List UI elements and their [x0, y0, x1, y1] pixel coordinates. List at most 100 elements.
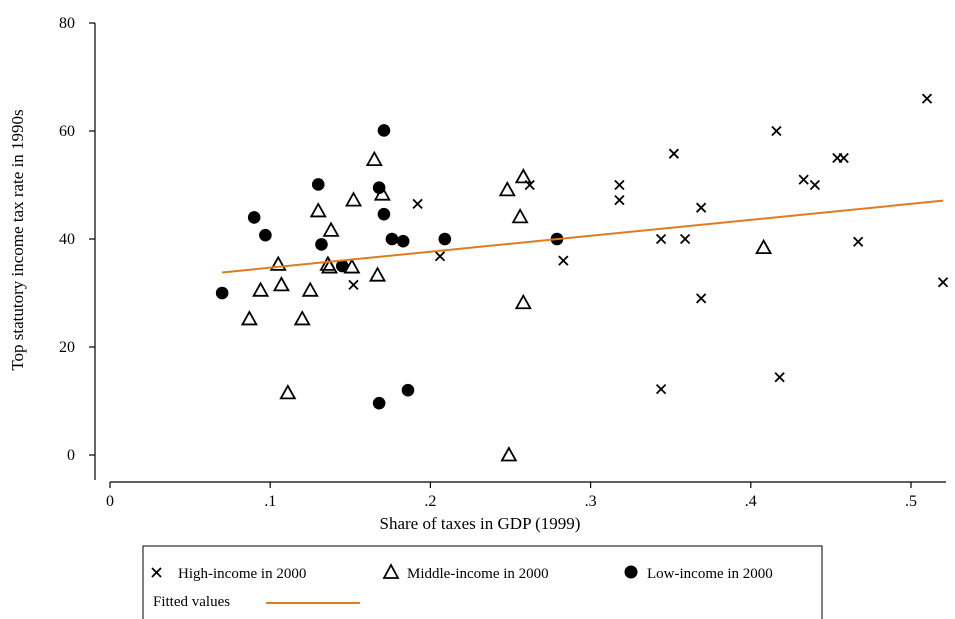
point-high-income — [614, 194, 625, 206]
point-high-income — [558, 255, 569, 266]
x-tick-label: .4 — [745, 493, 757, 510]
fitted-values-line — [222, 199, 944, 274]
point-middle-income — [279, 384, 297, 400]
x-tick-label: 0 — [106, 493, 114, 510]
point-high-income — [771, 125, 782, 137]
x-marker-stroke — [798, 174, 809, 185]
legend-label-fitted-values: Fitted values — [153, 594, 230, 610]
point-low-income — [401, 383, 415, 397]
x-marker-stroke — [696, 202, 707, 213]
point-high-income — [838, 152, 849, 164]
point-low-income — [215, 286, 229, 300]
point-low-income — [377, 124, 391, 137]
point-high-income — [852, 236, 864, 247]
point-low-income — [377, 207, 391, 221]
x-marker-stroke — [434, 251, 446, 262]
x-axis-title: Share of taxes in GDP (1999) — [380, 514, 581, 533]
point-high-income — [696, 202, 707, 213]
point-low-income — [247, 211, 261, 224]
y-tick-label: 80 — [59, 15, 75, 32]
point-middle-income — [272, 276, 290, 292]
point-middle-income — [293, 310, 311, 326]
point-high-income — [921, 93, 933, 104]
legend-border — [142, 545, 823, 619]
x-marker-stroke — [614, 179, 625, 191]
point-high-income — [696, 293, 707, 304]
y-tick-label: 20 — [59, 339, 75, 356]
y-axis-title: Top statutory income tax rate in 1990s — [8, 109, 27, 370]
point-high-income — [655, 383, 667, 395]
legend-label-middle-income: Middle-income in 2000 — [407, 566, 549, 582]
point-low-income — [438, 232, 452, 246]
legend-label-low-income: Low-income in 2000 — [647, 566, 773, 582]
x-marker-stroke — [668, 148, 680, 159]
x-marker-stroke — [655, 383, 667, 395]
point-high-income — [348, 279, 359, 291]
x-marker-stroke — [558, 255, 569, 266]
x-marker-stroke — [696, 293, 707, 304]
x-marker-stroke — [655, 233, 667, 245]
point-low-income — [335, 259, 349, 273]
point-high-income — [798, 174, 809, 185]
x-axis-ticks: 0 .1 .2 .3 .4 .5 — [106, 482, 917, 510]
point-middle-income — [365, 150, 383, 167]
legend-marker-low-income — [624, 565, 638, 579]
point-middle-income — [755, 238, 773, 255]
x-marker-stroke — [614, 194, 625, 206]
point-low-income — [259, 228, 272, 242]
x-marker-stroke — [852, 236, 864, 247]
x-marker-stroke — [774, 372, 785, 383]
point-middle-income — [500, 446, 518, 462]
point-middle-income — [514, 293, 532, 310]
x-marker-stroke — [809, 179, 821, 191]
point-low-income — [315, 238, 328, 251]
x-marker-stroke — [348, 279, 359, 291]
point-high-income — [809, 179, 821, 191]
x-tick-label: .1 — [264, 493, 276, 510]
point-low-income — [372, 396, 386, 410]
y-tick-label: 60 — [59, 123, 75, 140]
point-middle-income — [320, 258, 339, 274]
x-marker-stroke — [921, 93, 933, 104]
point-middle-income — [511, 208, 529, 224]
point-high-income — [412, 198, 423, 210]
x-marker-stroke — [412, 198, 423, 210]
x-tick-label: .5 — [905, 493, 917, 510]
legend: High-income in 2000 Middle-income in 200… — [142, 545, 823, 619]
plot-area — [215, 93, 949, 462]
point-high-income — [655, 233, 667, 245]
point-middle-income — [344, 191, 363, 207]
point-middle-income — [240, 310, 258, 326]
point-high-income — [614, 179, 625, 191]
point-low-income — [372, 181, 386, 194]
point-middle-income — [368, 266, 387, 282]
point-middle-income — [498, 181, 516, 197]
legend-marker-middle-income — [382, 563, 400, 579]
x-marker-stroke — [937, 277, 949, 288]
point-middle-income — [301, 281, 319, 297]
point-middle-income — [514, 168, 532, 184]
legend-marker-high-income — [151, 567, 162, 578]
point-low-income — [385, 232, 399, 246]
legend-label-high-income: High-income in 2000 — [178, 566, 306, 582]
point-high-income — [679, 233, 691, 245]
x-marker-stroke — [679, 233, 691, 245]
point-low-income — [396, 234, 410, 248]
y-tick-label: 40 — [59, 231, 75, 248]
point-low-income — [311, 178, 325, 191]
y-tick-label: 0 — [67, 447, 75, 464]
x-marker-stroke — [771, 125, 782, 137]
y-axis-ticks: 0 20 40 60 80 — [59, 15, 95, 464]
point-high-income — [937, 277, 949, 288]
point-high-income — [434, 251, 446, 262]
x-marker-stroke — [838, 152, 849, 164]
point-high-income — [774, 372, 785, 383]
point-middle-income — [269, 255, 287, 271]
x-tick-label: .2 — [424, 493, 436, 510]
point-middle-income — [252, 281, 270, 297]
point-middle-income — [309, 202, 327, 218]
point-middle-income — [322, 221, 340, 237]
x-tick-label: .3 — [585, 493, 597, 510]
x-marker-stroke — [524, 179, 535, 191]
